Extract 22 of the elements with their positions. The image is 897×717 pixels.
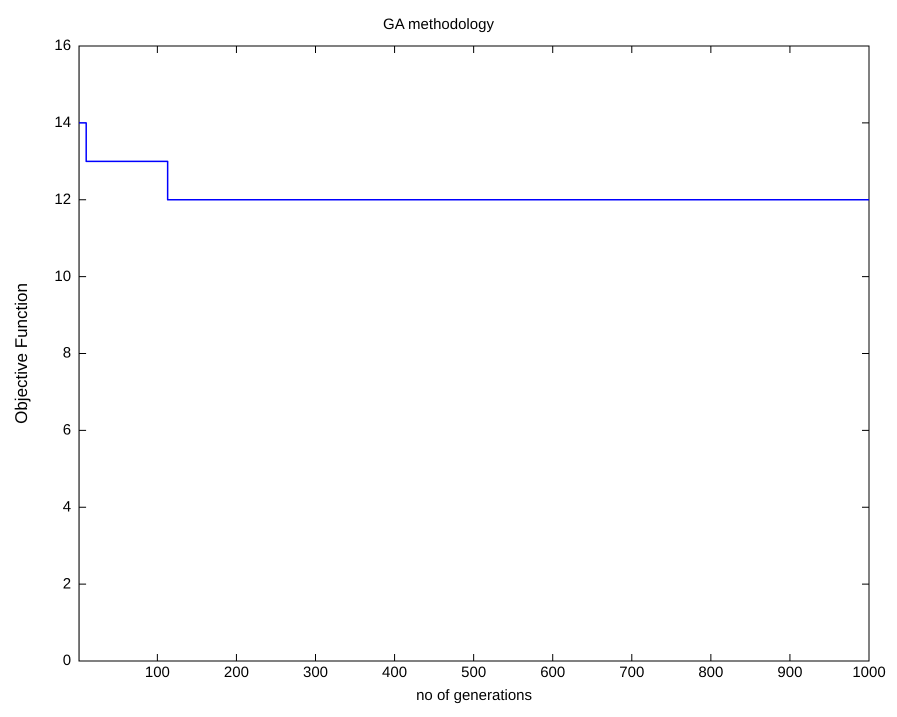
y-tick-label: 12 [54,190,72,208]
y-tick-label: 4 [62,498,72,516]
x-axis-title: no of generations [416,687,532,704]
x-tick-label: 400 [382,664,408,682]
chart-title: GA methodology [383,16,494,34]
y-tick-label: 10 [54,268,72,285]
x-tick-label: 800 [698,664,724,682]
x-tick-label: 200 [224,664,249,682]
x-tick-label: 600 [540,664,566,682]
y-tick-label: 14 [54,114,72,132]
y-tick-label: 16 [54,37,72,54]
y-tick-label: 6 [62,422,72,439]
x-tick-label: 1000 [852,664,886,682]
y-axis-title: Objective Function [12,283,31,424]
x-tick-label: 300 [302,664,328,682]
y-tick-label: 0 [62,652,72,670]
x-tick-label: 700 [619,664,644,682]
x-tick-label: 100 [144,664,170,682]
x-tick-label: 900 [777,664,802,682]
y-tick-label: 8 [62,344,72,362]
x-tick-label: 500 [461,664,486,682]
y-tick-label: 2 [62,575,72,592]
